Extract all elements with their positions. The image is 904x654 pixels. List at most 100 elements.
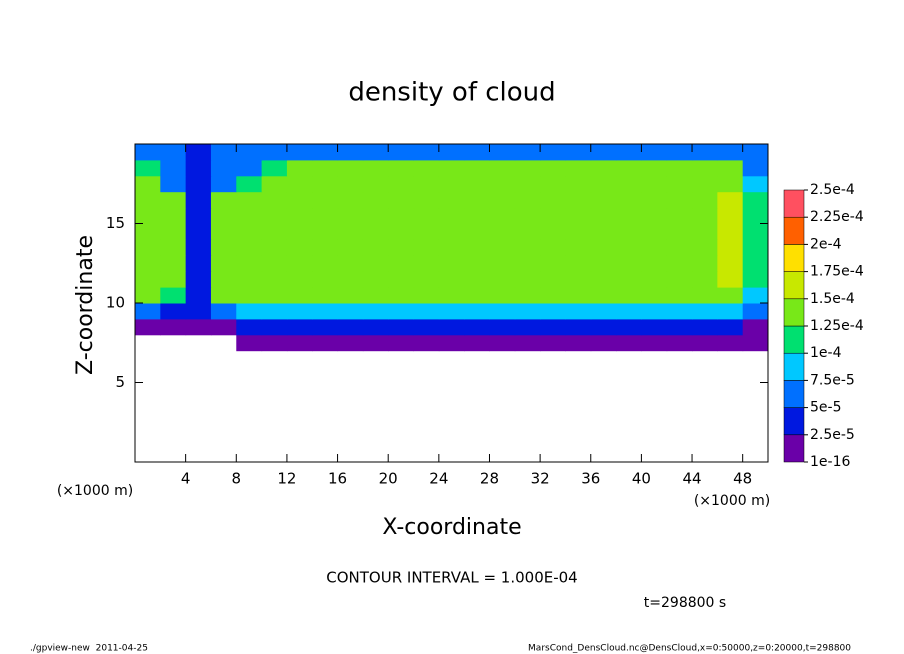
heat-cell (135, 239, 161, 256)
colorbar-swatch (783, 189, 805, 218)
heat-cell (337, 318, 364, 336)
heat-cell (692, 159, 718, 177)
heat-cell (742, 175, 769, 193)
heat-cell (388, 207, 415, 224)
heat-cell (540, 223, 566, 240)
heat-cell (261, 318, 288, 336)
heat-cell (616, 207, 642, 224)
heat-cell (312, 334, 339, 352)
heat-cell (160, 223, 187, 240)
heat-cell (413, 318, 440, 336)
heat-cell (540, 334, 566, 352)
heat-cell (236, 255, 263, 272)
y-tick-label: 5 (115, 373, 125, 391)
heat-cell (438, 191, 465, 209)
heat-cell (438, 239, 465, 256)
heat-cell (717, 239, 744, 256)
heat-cell (135, 175, 161, 193)
y-tick-label: 10 (106, 294, 125, 312)
heat-cell (666, 334, 693, 352)
heat-cell (641, 239, 668, 256)
heat-cell (362, 191, 389, 209)
colorbar-label: 5e-5 (810, 400, 841, 416)
heat-cell (666, 318, 693, 336)
heat-cell (286, 318, 313, 336)
heat-cell (135, 191, 161, 209)
heat-cell (388, 287, 415, 304)
heat-cell (692, 318, 718, 336)
heat-cell (261, 159, 288, 177)
heat-cell (514, 223, 541, 240)
colorbar-label: 1.5e-4 (810, 291, 855, 307)
heat-cell (185, 287, 212, 304)
heat-cell (641, 287, 668, 304)
heat-cell (641, 334, 668, 352)
heat-cell (565, 255, 592, 272)
heat-cell (286, 191, 313, 209)
heat-cell (540, 255, 566, 272)
heat-cell (210, 144, 237, 161)
heat-cell (641, 191, 668, 209)
heat-cell (135, 303, 161, 320)
heat-cell (185, 175, 212, 193)
heat-cell (540, 207, 566, 224)
heat-cell (185, 271, 212, 288)
heat-cell (185, 223, 212, 240)
heat-cell (616, 144, 642, 161)
heat-cell (464, 287, 490, 304)
heat-cell (641, 159, 668, 177)
heat-cell (312, 318, 339, 336)
heat-cell (742, 318, 769, 336)
heat-cell (185, 207, 212, 224)
heat-cell (590, 159, 617, 177)
colorbar-swatch (783, 244, 805, 272)
heat-cell (540, 271, 566, 288)
heat-cell (261, 239, 288, 256)
heat-cell (337, 191, 364, 209)
heat-cell (489, 175, 516, 193)
heat-cell (540, 318, 566, 336)
heat-cell (438, 334, 465, 352)
heat-cell (337, 271, 364, 288)
heat-cell (692, 144, 718, 161)
heat-cell (362, 175, 389, 193)
heat-cell (286, 175, 313, 193)
heat-cell (590, 191, 617, 209)
heat-cell (185, 191, 212, 209)
heat-cell (641, 223, 668, 240)
heat-cell (185, 303, 212, 320)
heat-cell (286, 303, 313, 320)
heat-cell (514, 271, 541, 288)
chart-title: density of cloud (348, 78, 555, 108)
heat-cell (514, 334, 541, 352)
heat-cell (616, 255, 642, 272)
heat-cell (489, 318, 516, 336)
heat-cell (337, 207, 364, 224)
heat-cell (641, 207, 668, 224)
heat-cell (261, 223, 288, 240)
heat-cell (210, 159, 237, 177)
heat-cell (286, 334, 313, 352)
heat-cell (362, 255, 389, 272)
heat-cell (489, 334, 516, 352)
heat-cell (337, 144, 364, 161)
footer-left: ./gpview-new 2011-04-25 (30, 644, 148, 654)
heat-cell (135, 287, 161, 304)
heat-cell (590, 318, 617, 336)
colorbar-label: 7.5e-5 (810, 372, 855, 388)
heat-cell (489, 287, 516, 304)
heat-cell (388, 159, 415, 177)
heat-cell (717, 287, 744, 304)
heat-cell (489, 191, 516, 209)
heat-cell (489, 255, 516, 272)
heat-cell (185, 144, 212, 161)
heat-cell (742, 287, 769, 304)
heat-cell (286, 223, 313, 240)
x-tick-label: 20 (379, 470, 398, 488)
heat-cell (464, 318, 490, 336)
heat-cell (717, 255, 744, 272)
heat-cell (666, 144, 693, 161)
heat-cell (514, 255, 541, 272)
heat-cell (666, 223, 693, 240)
